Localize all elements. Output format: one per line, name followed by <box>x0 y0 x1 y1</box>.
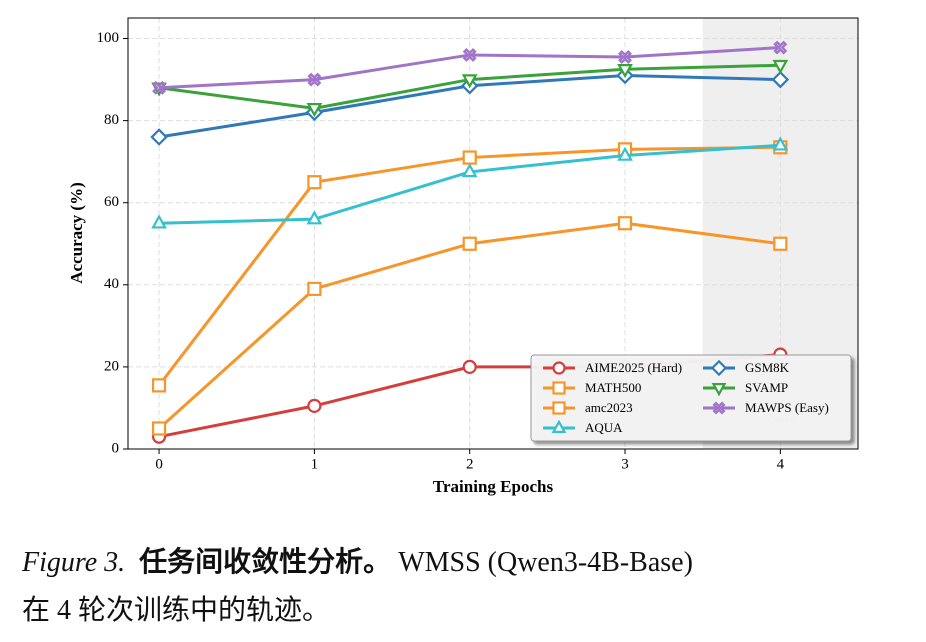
marker <box>552 381 566 395</box>
x-axis-label: Training Epochs <box>433 477 554 496</box>
x-tick-label: 1 <box>311 456 319 472</box>
marker <box>307 175 322 190</box>
marker <box>152 80 167 95</box>
marker <box>306 210 323 225</box>
marker <box>151 378 167 393</box>
marker <box>151 421 167 436</box>
y-axis-label: Accuracy (%) <box>67 182 86 284</box>
marker <box>462 359 477 375</box>
legend-box <box>530 354 852 442</box>
marker <box>773 236 788 251</box>
marker <box>771 70 790 89</box>
x-tick-label: 3 <box>621 456 629 472</box>
y-tick-label: 80 <box>104 112 119 128</box>
marker <box>617 216 633 231</box>
marker <box>551 419 567 433</box>
caption-line-2: 在 4 轮次训练中的轨迹。 <box>22 595 331 626</box>
y-tick-label: 0 <box>112 440 120 456</box>
legend-label: MATH500 <box>585 380 641 395</box>
marker <box>462 236 477 251</box>
caption-text: WMSS (Qwen3-4B-Base) <box>398 547 693 578</box>
legend-label: AQUA <box>585 420 623 435</box>
marker <box>617 146 633 161</box>
legend-label: SVAMP <box>745 380 788 395</box>
legend-label: AIME2025 (Hard) <box>585 360 682 375</box>
marker <box>711 383 727 397</box>
x-tick-label: 4 <box>777 456 785 472</box>
marker <box>307 72 322 87</box>
marker <box>462 150 477 165</box>
marker <box>150 128 168 146</box>
marker <box>552 361 566 375</box>
marker <box>773 40 788 55</box>
marker <box>306 103 323 118</box>
y-tick-label: 40 <box>104 276 119 292</box>
y-tick-label: 20 <box>104 358 119 374</box>
legend-label: amc2023 <box>585 400 633 415</box>
legend-label: GSM8K <box>745 360 790 375</box>
marker <box>307 281 322 297</box>
marker <box>462 47 477 62</box>
plot-frame <box>127 17 859 450</box>
chart: Training Epochs Accuracy (%) 02040608010… <box>67 17 859 496</box>
x-tick-label: 0 <box>155 456 163 472</box>
marker <box>712 401 726 415</box>
marker <box>710 359 728 377</box>
marker <box>307 398 322 413</box>
marker <box>461 74 478 89</box>
x-tick-label: 2 <box>466 456 474 472</box>
caption-line-1: Figure 3. 任务间收敛性分析。 WMSS (Qwen3-4B-Base) <box>22 540 693 580</box>
marker <box>461 163 478 178</box>
marker <box>617 64 633 79</box>
marker <box>151 214 167 229</box>
series-line <box>158 46 781 90</box>
marker <box>552 401 566 415</box>
marker <box>618 50 632 64</box>
marker <box>772 59 789 75</box>
y-tick-label: 60 <box>104 194 119 210</box>
legend-label: MAWPS (Easy) <box>745 400 829 415</box>
y-tick-label: 100 <box>97 30 120 46</box>
caption-title: 任务间收敛性分析。 <box>139 547 392 578</box>
marker <box>772 136 789 151</box>
caption-figure: Figure 3. <box>22 547 126 578</box>
legend: AIME2025 (Hard) MATH500 amc2023 AQUA GSM8K SV… <box>530 354 852 442</box>
